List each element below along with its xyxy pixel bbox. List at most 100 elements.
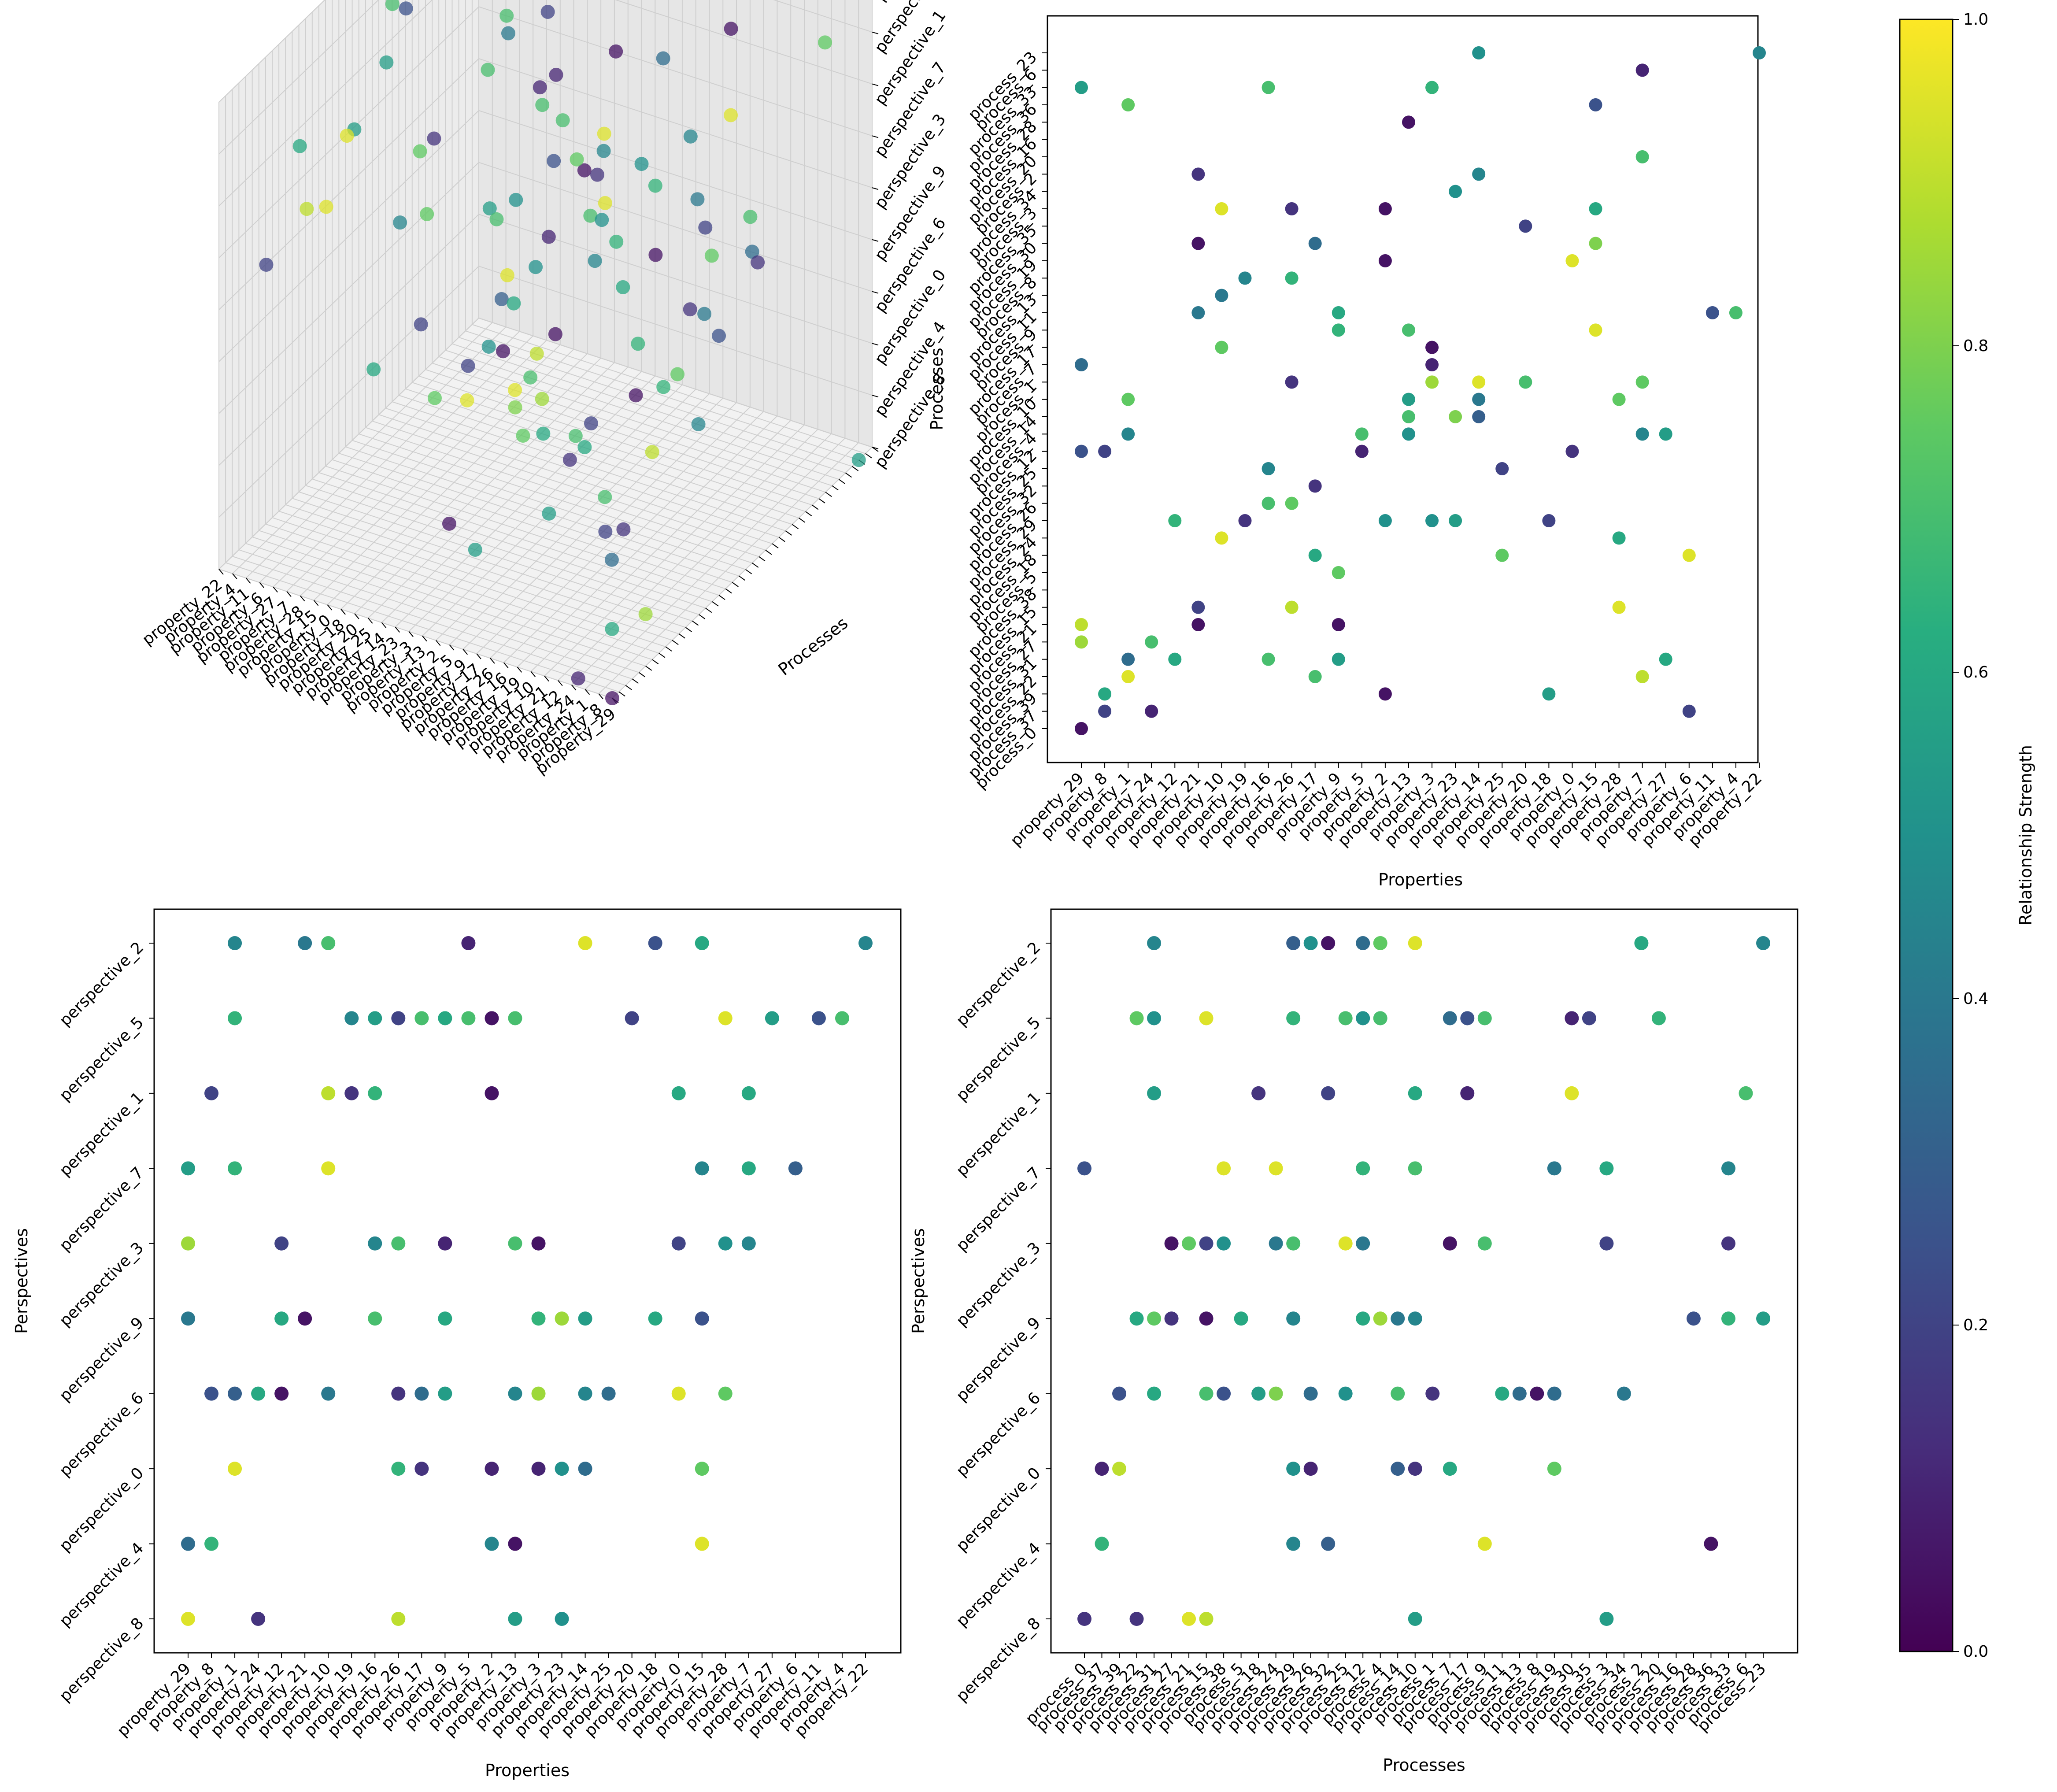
data-point [251,1386,266,1401]
data-point [718,1236,733,1251]
3d-data-point [598,524,613,539]
data-point [1286,1011,1301,1026]
3d-data-point [616,522,631,537]
3d-grid-line [435,389,696,641]
3d-grid-line [218,110,479,362]
3d-x-tick-mark [435,640,441,646]
3d-y-tick-mark [825,492,832,497]
3d-grid-line [612,447,873,699]
data-point [438,1011,452,1026]
3d-grid-line [558,429,818,681]
3d-y-tick-mark [638,672,646,678]
axes-frame [1050,908,1798,1654]
colorbar: 0.0 0.2 0.4 0.6 0.8 1.0 Relationship Strength [1899,11,2035,1661]
3d-data-point [547,154,561,168]
3d-x-tick-mark [340,609,346,615]
3d-data-point [523,370,538,385]
data-point [1565,254,1579,267]
data-point [718,1011,733,1026]
3d-grid-line [313,349,574,601]
data-point [1402,392,1415,406]
3d-y-tick-mark [672,640,679,645]
3d-data-point [535,392,549,406]
colorbar-ticks: 0.0 0.2 0.4 0.6 0.8 1.0 [1953,11,1988,1661]
data-point [1199,1386,1213,1401]
3d-x-tick-mark [381,622,387,628]
data-point [1729,306,1743,319]
3d-grid-line [232,322,493,574]
3d-grid-line [312,478,706,609]
data-point [485,1011,499,1026]
data-point [414,1462,429,1476]
data-point [1285,496,1299,510]
data-point [1355,444,1369,458]
3d-z-tick-mark [872,187,879,190]
data-point [1075,635,1088,649]
data-point [741,1161,756,1176]
data-point [1191,167,1205,181]
data-point [485,1086,499,1100]
data-point [368,1011,382,1026]
axes-frame [153,908,902,1654]
3d-data-point [609,234,624,249]
3d-data-point [516,428,530,443]
3d-grid-line [252,536,646,666]
3d-y-tick-mark [765,550,772,555]
colorbar-tick-label: 0.2 [1963,1316,1988,1334]
3d-data-point [340,129,354,143]
3d-data-point [494,292,509,307]
3d-grid-line [372,420,766,551]
3d-y-tick-mark [772,543,779,549]
3d-grid-line [305,485,699,615]
data-point [1332,652,1345,666]
data-point [1378,202,1392,215]
tick-labels: process_0process_37process_39process_22p… [953,938,1769,1735]
data-point [1215,202,1228,215]
3d-z-tick-mark [872,291,879,294]
data-point [1262,81,1275,94]
data-point [1599,1161,1614,1176]
3d-y-tick-mark [785,530,792,536]
3d-grid-line [381,371,642,623]
data-point [1635,63,1649,77]
data-point [1269,1386,1283,1401]
data-point [1112,1386,1127,1401]
data-point [1378,254,1392,267]
3d-grid-line [368,367,629,618]
data-point [741,1086,756,1100]
data-point [1191,237,1205,250]
3d-data-point [496,344,511,359]
data-point [1408,1161,1422,1176]
3d-data-point [379,55,394,70]
data-point [1075,81,1088,94]
3d-grid-line [365,427,759,557]
data-point [1512,1386,1527,1401]
3d-grid-line [232,555,626,686]
data-point [1095,1462,1109,1476]
data-point [1098,704,1112,718]
data-point [1075,618,1088,631]
3d-data-point [690,192,705,207]
data-point [1098,687,1112,701]
data-point [1147,936,1162,950]
3d-grid-line [292,498,686,628]
data-point [1373,1011,1387,1026]
3d-y-tick-mark [752,563,759,568]
3d-grid-line [218,162,479,414]
3d-grid-line [245,543,639,673]
data-point [1164,1311,1179,1326]
data-point [1449,185,1462,198]
3d-y-tick-mark [872,447,879,452]
data-point [391,1011,406,1026]
3d-x-tick-mark [422,635,427,642]
3d-z-tick-mark [872,135,879,138]
3d-y-tick-mark [665,646,672,652]
3d-grid-line [239,549,633,680]
3d-y-tick-mark [738,575,746,581]
data-point [1443,1236,1457,1251]
data-point [1308,237,1322,250]
3d-grid-line [544,424,805,677]
3d-grid [218,0,879,704]
data-point [555,1311,569,1326]
3d-grid-line [278,511,673,641]
